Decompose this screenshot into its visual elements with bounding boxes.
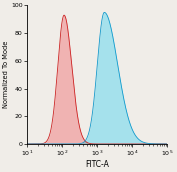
Y-axis label: Normalized To Mode: Normalized To Mode xyxy=(4,41,10,108)
X-axis label: FITC-A: FITC-A xyxy=(85,159,109,169)
